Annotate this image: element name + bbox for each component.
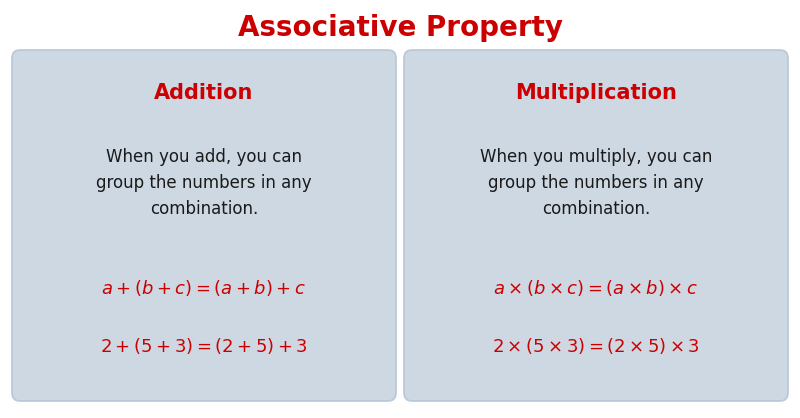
Text: Associative Property: Associative Property — [238, 14, 562, 42]
Text: $a+(b+c)=(a+b)+c$: $a+(b+c)=(a+b)+c$ — [102, 278, 306, 298]
Text: $2\times(5\times3)=(2\times5)\times3$: $2\times(5\times3)=(2\times5)\times3$ — [492, 336, 700, 356]
Text: $a\times(b\times c)=(a\times b)\times c$: $a\times(b\times c)=(a\times b)\times c$ — [494, 278, 698, 298]
Text: Addition: Addition — [154, 83, 254, 103]
Text: Multiplication: Multiplication — [515, 83, 677, 103]
Text: $2+(5+3)=(2+5)+3$: $2+(5+3)=(2+5)+3$ — [100, 336, 308, 356]
FancyBboxPatch shape — [404, 50, 788, 401]
FancyBboxPatch shape — [12, 50, 396, 401]
Text: When you add, you can
group the numbers in any
combination.: When you add, you can group the numbers … — [96, 148, 312, 218]
Text: When you multiply, you can
group the numbers in any
combination.: When you multiply, you can group the num… — [480, 148, 712, 218]
